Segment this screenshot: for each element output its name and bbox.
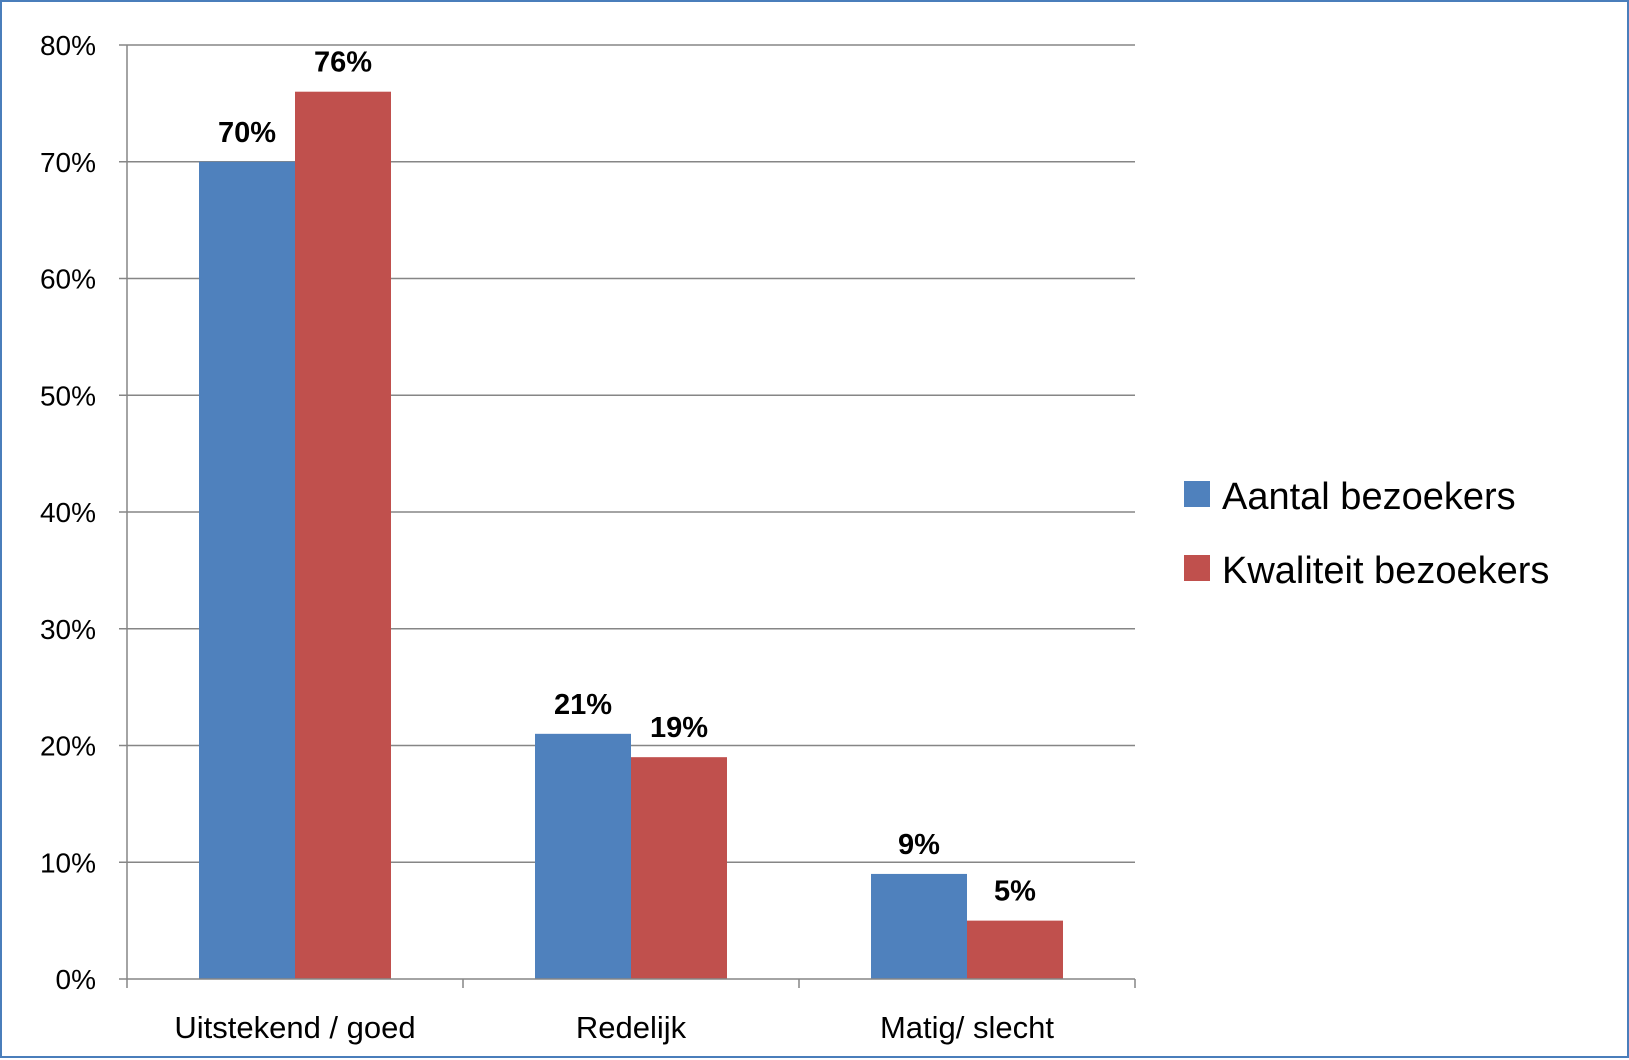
x-category-label: Matig/ slecht xyxy=(880,1010,1054,1045)
y-tick-label: 80% xyxy=(40,30,96,61)
legend-label: Aantal bezoekers xyxy=(1222,476,1516,518)
y-tick-labels: 0% 10% 20% 30% 40% 50% 60% 70% 80% xyxy=(40,30,96,995)
y-tick-label: 0% xyxy=(56,964,96,995)
x-category-label: Uitstekend / goed xyxy=(174,1010,415,1045)
y-tick-label: 50% xyxy=(40,380,96,411)
bar xyxy=(967,920,1063,979)
data-label: 9% xyxy=(898,829,940,861)
y-tick-label: 40% xyxy=(40,497,96,528)
y-tick-label: 30% xyxy=(40,614,96,645)
data-label: 5% xyxy=(994,876,1036,908)
bar xyxy=(535,733,631,979)
legend: Aantal bezoekers Kwaliteit bezoekers xyxy=(1184,476,1549,592)
x-category-labels: Uitstekend / goed Redelijk Matig/ slecht xyxy=(174,1010,1054,1045)
legend-label: Kwaliteit bezoekers xyxy=(1222,550,1549,592)
bar xyxy=(199,161,295,979)
data-labels: 70% 76% 21% 19% 9% 5% xyxy=(218,47,1036,908)
y-tick-label: 10% xyxy=(40,847,96,878)
bar xyxy=(871,873,967,979)
bars xyxy=(199,91,1063,979)
data-label: 19% xyxy=(650,712,708,744)
bar xyxy=(631,757,727,979)
legend-swatch xyxy=(1184,555,1210,581)
y-tick-label: 60% xyxy=(40,264,96,295)
y-tick-label: 70% xyxy=(40,147,96,178)
data-label: 76% xyxy=(314,47,372,79)
legend-swatch xyxy=(1184,481,1210,507)
bar xyxy=(295,91,391,979)
axes xyxy=(119,44,1136,988)
data-label: 70% xyxy=(218,117,276,149)
y-tick-label: 20% xyxy=(40,731,96,762)
data-label: 21% xyxy=(554,689,612,721)
x-category-label: Redelijk xyxy=(576,1010,687,1045)
